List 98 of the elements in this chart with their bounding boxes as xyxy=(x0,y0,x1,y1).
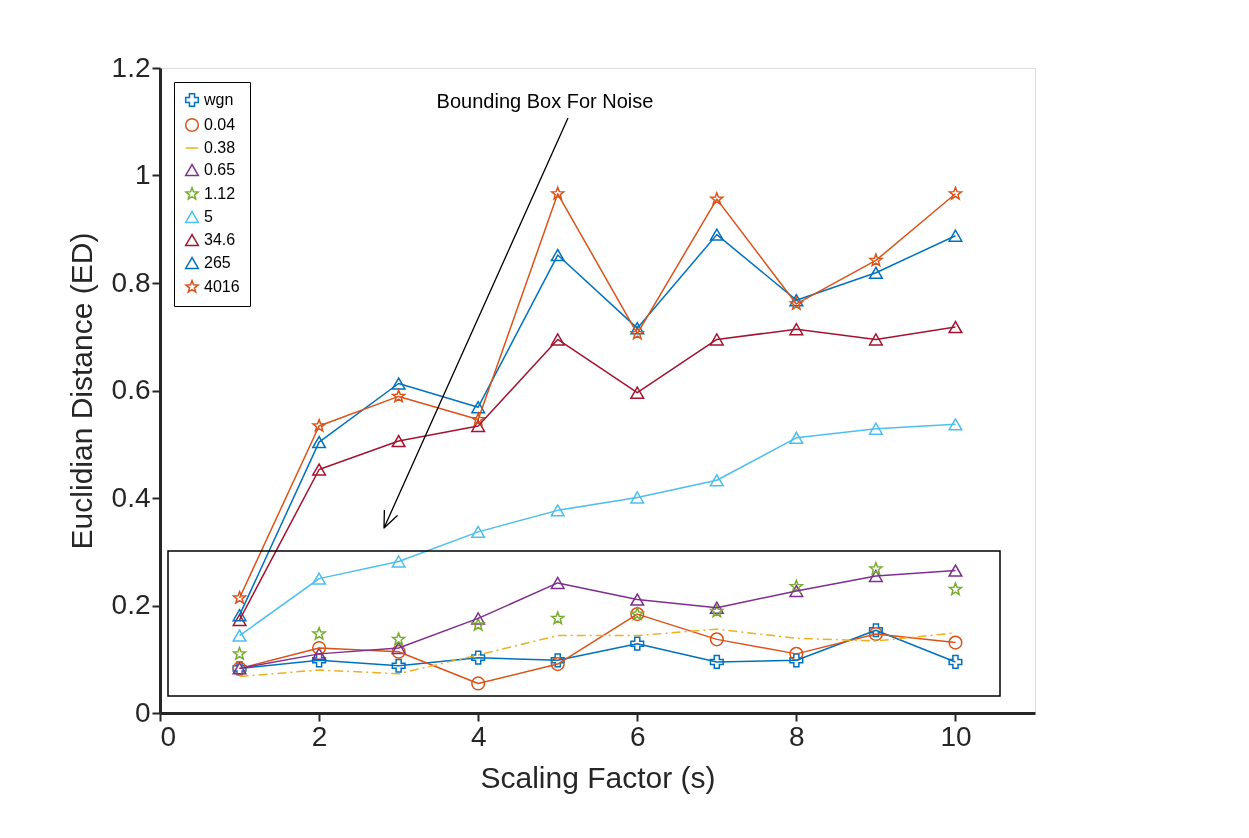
legend-label: 1.12 xyxy=(204,185,236,202)
legend-label: 4016 xyxy=(204,278,240,295)
point xyxy=(471,612,486,625)
point xyxy=(948,229,963,242)
point xyxy=(789,579,804,593)
y-tick-label: 0.4 xyxy=(111,481,151,513)
point xyxy=(789,646,804,661)
legend-label: 34.6 xyxy=(204,231,236,248)
point xyxy=(312,626,326,640)
point xyxy=(948,582,963,596)
legend-label: 0.38 xyxy=(204,139,236,156)
annotation: Bounding Box For Noise xyxy=(436,90,654,112)
point xyxy=(948,564,963,577)
point xyxy=(232,590,247,604)
point xyxy=(789,323,804,336)
point xyxy=(868,569,883,583)
legend-label: 0.65 xyxy=(204,161,236,178)
x-tick-label: 2 xyxy=(311,720,328,752)
x-axis-title: Scaling Factor (s) xyxy=(480,760,716,794)
point xyxy=(630,636,645,651)
x-tick-label: 4 xyxy=(470,720,487,752)
point xyxy=(709,333,724,346)
point xyxy=(630,326,645,340)
point xyxy=(471,676,486,691)
point xyxy=(471,400,486,414)
point xyxy=(868,422,883,435)
point xyxy=(312,435,327,449)
point xyxy=(630,491,645,504)
point xyxy=(709,632,724,647)
point xyxy=(471,525,486,539)
point xyxy=(709,601,724,614)
point xyxy=(948,654,963,670)
y-tick-label: 0.8 xyxy=(111,266,151,298)
point xyxy=(232,646,247,660)
point xyxy=(948,635,963,650)
point xyxy=(868,266,883,280)
x-tick-label: 8 xyxy=(789,720,805,752)
point xyxy=(550,657,565,672)
point xyxy=(471,650,486,665)
point xyxy=(948,186,963,200)
point xyxy=(869,253,883,267)
point xyxy=(709,228,724,241)
legend-label: wgn xyxy=(203,91,234,108)
point xyxy=(232,613,247,627)
point xyxy=(948,418,963,431)
point xyxy=(232,629,247,642)
point xyxy=(391,641,406,655)
point xyxy=(312,640,327,656)
y-tick-label: 1 xyxy=(134,159,151,190)
point xyxy=(312,647,327,661)
y-axis-title: Euclidian Distance (ED) xyxy=(64,232,98,550)
legend-label: 265 xyxy=(204,254,231,271)
point xyxy=(391,658,406,673)
point xyxy=(868,623,883,638)
point xyxy=(550,611,565,625)
point xyxy=(869,561,883,575)
point xyxy=(391,632,406,646)
point xyxy=(312,463,327,476)
point xyxy=(709,474,724,487)
point xyxy=(391,555,406,568)
point xyxy=(630,386,645,399)
point xyxy=(868,333,883,346)
point xyxy=(868,626,883,642)
point xyxy=(391,434,406,448)
point xyxy=(550,333,565,346)
x-tick-label: 0 xyxy=(160,720,177,752)
point xyxy=(391,644,406,659)
point xyxy=(789,431,804,445)
point xyxy=(630,321,645,335)
point xyxy=(789,653,804,668)
y-tick-label: 0.6 xyxy=(111,374,151,405)
point xyxy=(391,377,406,390)
point xyxy=(710,192,724,206)
y-tick-label: 1.2 xyxy=(111,51,151,83)
point xyxy=(550,248,565,262)
point xyxy=(471,617,485,631)
point xyxy=(232,608,247,622)
point xyxy=(550,186,565,200)
point xyxy=(312,572,327,585)
point xyxy=(312,418,326,432)
point xyxy=(710,604,724,618)
point xyxy=(471,412,485,426)
point xyxy=(550,576,565,590)
point xyxy=(550,653,565,668)
point xyxy=(948,320,963,334)
point xyxy=(789,584,804,598)
point xyxy=(550,504,565,517)
x-tick-label: 10 xyxy=(940,720,972,752)
point xyxy=(391,389,406,403)
y-tick-label: 0.2 xyxy=(111,589,151,620)
legend-label: 0.04 xyxy=(204,116,236,133)
legend-label: 5 xyxy=(204,208,213,225)
y-tick-label: 0 xyxy=(134,696,151,728)
x-tick-label: 6 xyxy=(629,720,646,752)
point xyxy=(471,419,486,433)
point xyxy=(630,593,645,606)
point xyxy=(709,654,724,670)
point xyxy=(312,653,327,668)
